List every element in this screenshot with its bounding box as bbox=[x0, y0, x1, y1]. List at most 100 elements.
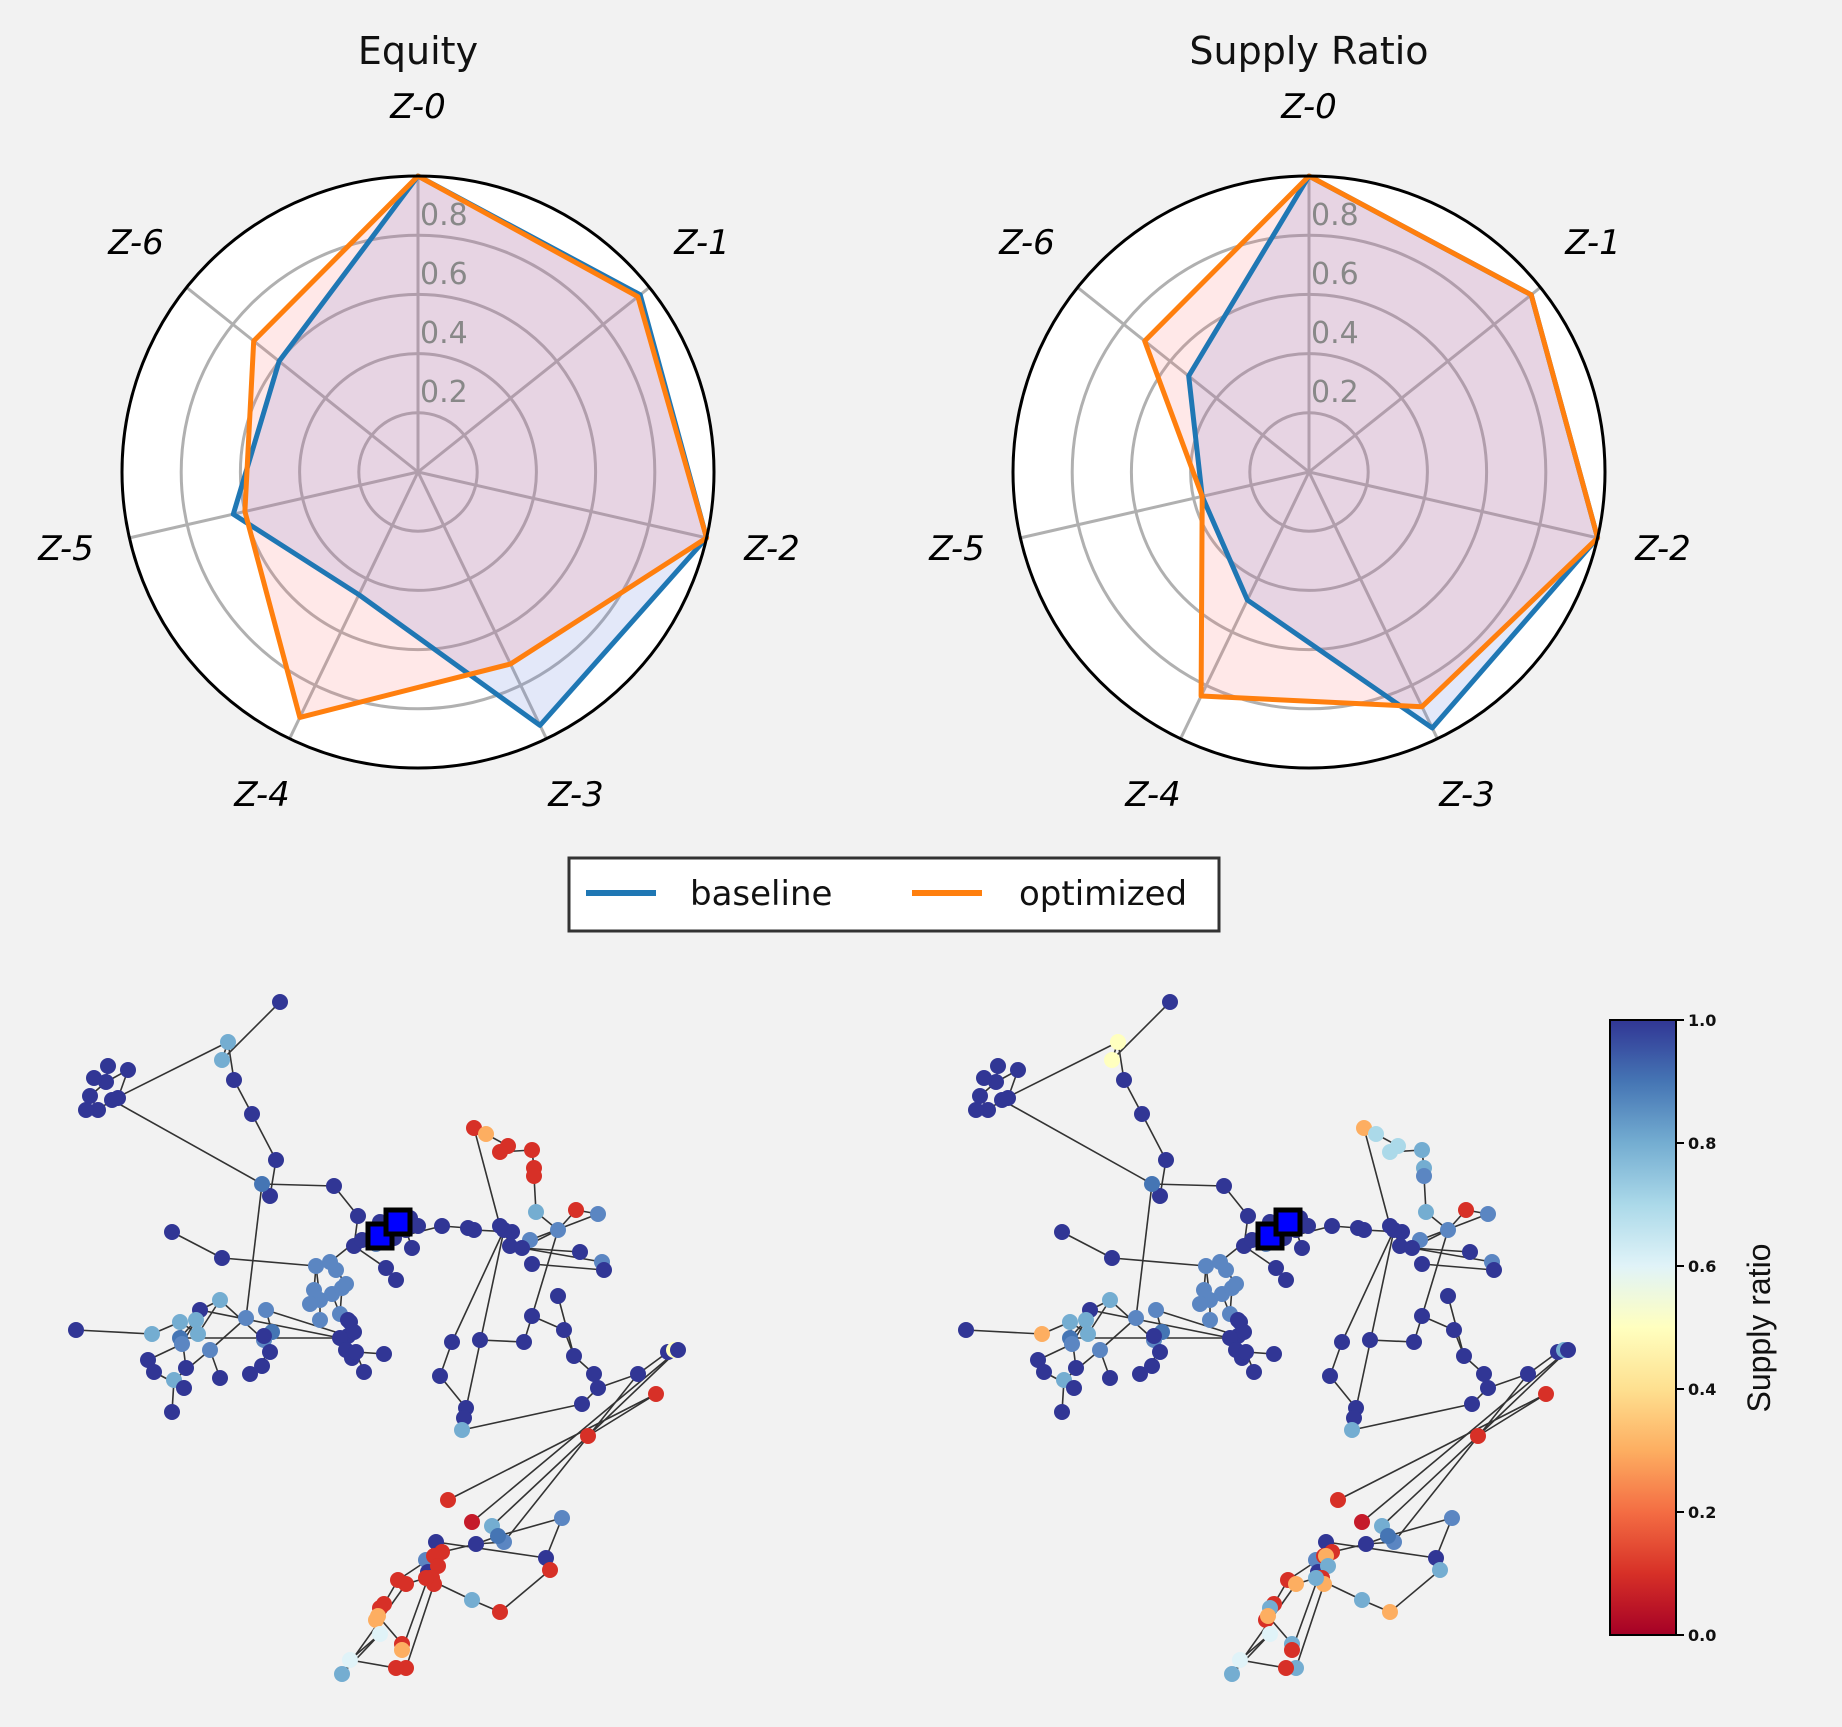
network-node bbox=[444, 1334, 460, 1350]
network-edge bbox=[111, 1041, 229, 1101]
network-node bbox=[340, 1312, 356, 1328]
network-edge bbox=[521, 1247, 581, 1253]
network-node bbox=[492, 1218, 508, 1234]
network-node bbox=[1320, 1558, 1336, 1574]
network-node bbox=[418, 1570, 434, 1586]
radar-line-optimized bbox=[242, 173, 710, 720]
network-node bbox=[526, 1168, 542, 1184]
network-node bbox=[1080, 1326, 1096, 1342]
network-node bbox=[238, 1310, 254, 1326]
network-edge bbox=[1387, 1517, 1453, 1537]
network-edge bbox=[1337, 1393, 1547, 1501]
source-nodes bbox=[365, 1207, 413, 1251]
network-node bbox=[110, 1090, 126, 1106]
network-edge bbox=[1111, 1257, 1207, 1267]
network-node bbox=[1560, 1342, 1576, 1358]
network-node bbox=[1354, 1514, 1370, 1530]
network-node bbox=[262, 1188, 278, 1204]
radar-category-labels: Z-0 Z-1 Z-2 Z-3 Z-4 Z-5 Z-6 bbox=[928, 87, 1691, 815]
network-node bbox=[214, 1052, 230, 1068]
network-node bbox=[1262, 1626, 1278, 1642]
network-node bbox=[1278, 1660, 1294, 1676]
network-node bbox=[244, 1106, 260, 1122]
network-node bbox=[1456, 1348, 1472, 1364]
network-node bbox=[432, 1368, 448, 1384]
network-node bbox=[376, 1346, 392, 1362]
network-edge bbox=[221, 1001, 281, 1061]
network-node bbox=[1418, 1204, 1434, 1220]
network-node bbox=[332, 1330, 348, 1346]
network-node bbox=[1104, 1250, 1120, 1266]
network-edge bbox=[531, 1263, 605, 1271]
network-node bbox=[574, 1396, 590, 1412]
network-node bbox=[388, 1660, 404, 1676]
network-edge bbox=[1389, 1569, 1441, 1613]
radar-spoke bbox=[1020, 470, 1310, 540]
network-node bbox=[212, 1370, 228, 1386]
network-node bbox=[1010, 1062, 1026, 1078]
network-node bbox=[1246, 1364, 1262, 1380]
network-node bbox=[478, 1126, 494, 1142]
radar-spoke bbox=[417, 470, 707, 540]
network-node bbox=[1382, 1604, 1398, 1620]
r-tick-label: 0.6 bbox=[420, 257, 468, 292]
network-nodes bbox=[68, 994, 686, 1682]
colorbar-tick-label: 0.8 bbox=[1688, 1134, 1716, 1153]
network-node bbox=[1192, 1296, 1208, 1312]
network-node bbox=[140, 1352, 156, 1368]
network-node bbox=[1414, 1256, 1430, 1272]
radar-spoke bbox=[129, 470, 419, 540]
network-node bbox=[1116, 1072, 1132, 1088]
network-node bbox=[1132, 1366, 1148, 1382]
network-node bbox=[1034, 1326, 1050, 1342]
network-edge bbox=[463, 1229, 505, 1419]
legend: baseline optimized bbox=[567, 856, 1221, 933]
network-node bbox=[188, 1312, 204, 1328]
network-node bbox=[1440, 1288, 1456, 1304]
network-node bbox=[1224, 1666, 1240, 1682]
network-node bbox=[370, 1608, 386, 1624]
radar-series bbox=[120, 173, 716, 770]
network-node bbox=[1230, 1312, 1246, 1328]
network-node bbox=[1240, 1208, 1256, 1224]
radar-spoke bbox=[1307, 471, 1439, 740]
network-baseline bbox=[68, 994, 686, 1682]
network-node bbox=[1104, 1052, 1120, 1068]
network-node bbox=[202, 1342, 218, 1358]
network-edge bbox=[1477, 1393, 1547, 1437]
network-node bbox=[972, 1088, 988, 1104]
radar-title: Equity bbox=[358, 29, 478, 73]
network-node bbox=[254, 1176, 270, 1192]
radar-outer-frame bbox=[1011, 174, 1607, 770]
network-node bbox=[1236, 1324, 1252, 1340]
network-node bbox=[464, 1592, 480, 1608]
network-node bbox=[1036, 1364, 1052, 1380]
network-node bbox=[542, 1562, 558, 1578]
radar-spoke bbox=[416, 471, 548, 740]
network-node bbox=[1300, 1218, 1316, 1234]
network-node bbox=[502, 1238, 518, 1254]
network-node bbox=[1324, 1218, 1340, 1234]
network-node bbox=[1054, 1224, 1070, 1240]
network-node bbox=[430, 1558, 446, 1574]
category-label: Z-4 bbox=[1124, 775, 1181, 815]
network-node bbox=[268, 1152, 284, 1168]
network-edge bbox=[171, 1231, 223, 1259]
network-node bbox=[78, 1102, 94, 1118]
network-nodes bbox=[958, 994, 1576, 1682]
network-node bbox=[1102, 1292, 1118, 1308]
network-node bbox=[466, 1222, 482, 1238]
network-node bbox=[312, 1312, 328, 1328]
network-node bbox=[596, 1262, 612, 1278]
network-node bbox=[404, 1240, 420, 1256]
network-node bbox=[1462, 1244, 1478, 1260]
network-node bbox=[464, 1514, 480, 1530]
network-node bbox=[1212, 1254, 1228, 1270]
category-label: Z-2 bbox=[1634, 529, 1691, 569]
network-node bbox=[1102, 1370, 1118, 1386]
network-node bbox=[1380, 1528, 1396, 1544]
network-edge bbox=[1351, 1403, 1473, 1431]
network-node bbox=[648, 1386, 664, 1402]
network-node bbox=[1146, 1328, 1162, 1344]
network-edge bbox=[265, 1309, 349, 1337]
